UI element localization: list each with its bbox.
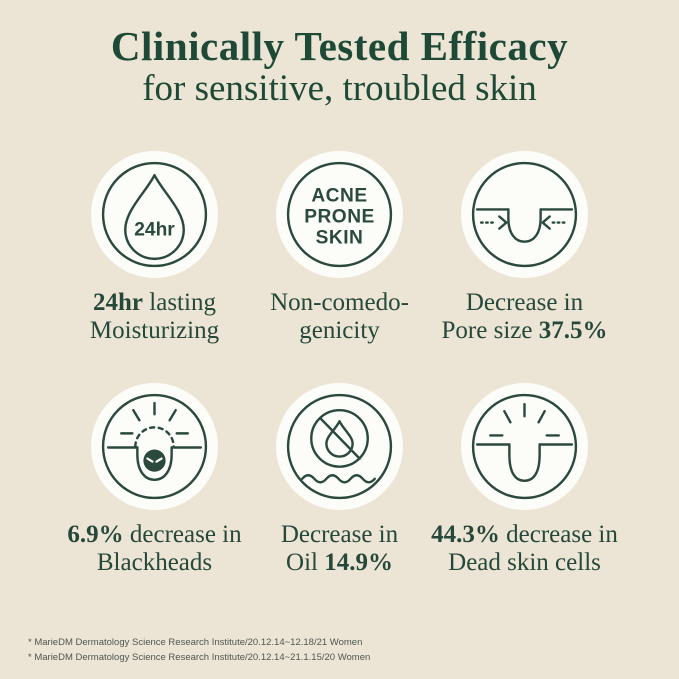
benefit-grid: 24hr 24hr lasting Moisturizing ACNE PRON… — [0, 150, 679, 577]
pore-shrink-icon — [461, 150, 588, 278]
card-label: Non-comedo- genicity — [270, 288, 409, 344]
card-label: Decrease in Pore size 37.5% — [441, 288, 608, 344]
card-dead-skin: 44.3% decrease in Dead skin cells — [431, 382, 618, 577]
footnote-line-1: * MarieDM Dermatology Science Research I… — [28, 637, 363, 648]
card-pore-size: Decrease in Pore size 37.5% — [432, 150, 617, 345]
card-oil: Decrease in Oil 14.9% — [247, 382, 432, 577]
footnotes: * MarieDM Dermatology Science Research I… — [28, 636, 370, 665]
acne-text-line1: ACNE — [311, 185, 367, 206]
droplet-24hr-icon: 24hr — [91, 150, 218, 278]
no-oil-icon — [276, 382, 403, 510]
acne-prone-skin-icon: ACNE PRONE SKIN — [276, 150, 403, 278]
card-label: 44.3% decrease in Dead skin cells — [431, 520, 618, 576]
blackhead-icon — [91, 382, 218, 510]
page-subtitle: for sensitive, troubled skin — [142, 67, 537, 109]
header: Clinically Tested Efficacy for sensitive… — [0, 0, 679, 107]
card-label: 24hr lasting Moisturizing — [89, 288, 220, 344]
dead-skin-cells-icon — [461, 382, 588, 510]
card-label: Decrease in Oil 14.9% — [280, 520, 399, 576]
acne-text-line3: SKIN — [316, 228, 364, 249]
card-non-comedogenic: ACNE PRONE SKIN Non-comedo- genicity — [247, 150, 432, 345]
footnote-line-2: * MarieDM Dermatology Science Research I… — [28, 651, 371, 663]
droplet-24hr-text: 24hr — [134, 220, 175, 241]
card-blackheads: 6.9% decrease in Blackheads — [62, 382, 247, 577]
acne-text-line2: PRONE — [304, 206, 375, 227]
card-moisturizing: 24hr 24hr lasting Moisturizing — [62, 150, 247, 345]
card-label: 6.9% decrease in Blackheads — [67, 520, 242, 576]
page-title: Clinically Tested Efficacy — [110, 23, 569, 69]
